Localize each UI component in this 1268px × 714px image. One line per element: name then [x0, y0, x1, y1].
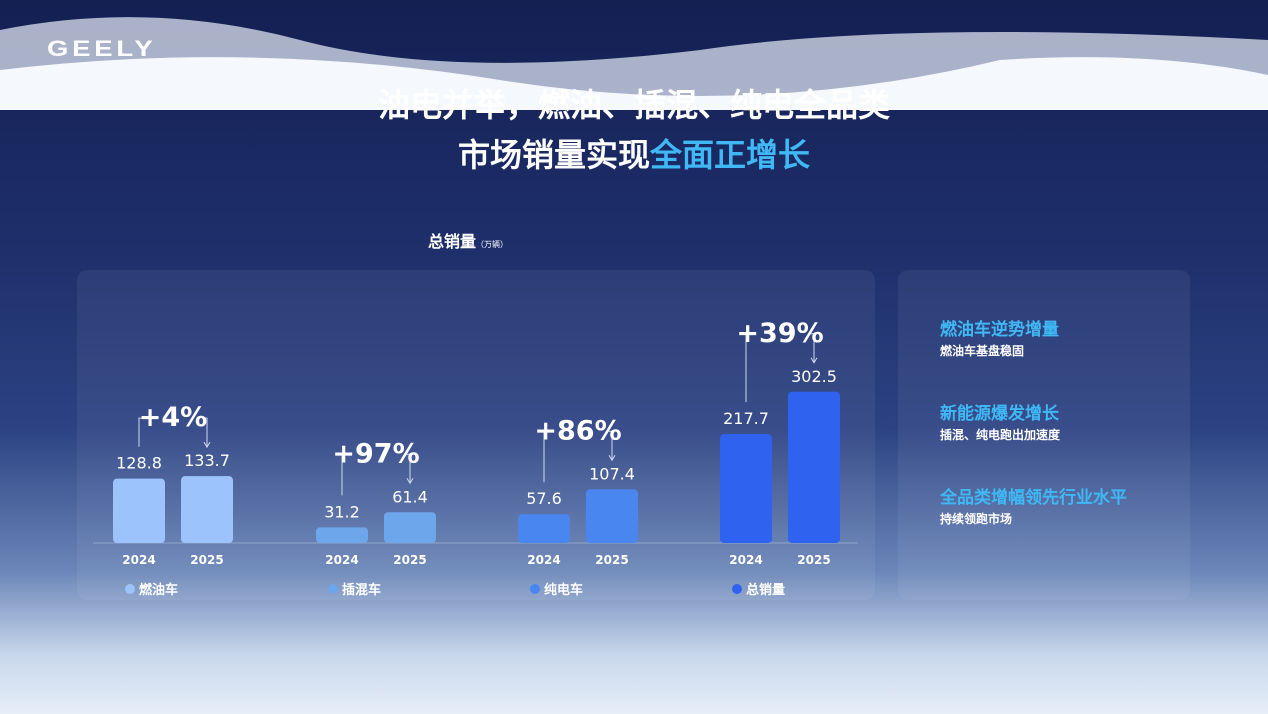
legend-label: 插混车 — [342, 582, 381, 598]
arrow-icon — [406, 478, 414, 485]
change-bracket — [341, 453, 411, 496]
legend-label: 燃油车 — [139, 582, 178, 598]
bar — [788, 391, 840, 543]
data-label: 133.7 — [184, 451, 230, 470]
arrow-icon — [608, 455, 616, 462]
legend-label: 总销量 — [746, 582, 785, 598]
chart-title: 总销量（万辆） — [428, 228, 508, 252]
legend-swatch — [125, 584, 135, 594]
bar — [720, 434, 772, 543]
legend-swatch — [530, 584, 540, 594]
legend-label: 纯电车 — [544, 582, 583, 598]
change-bracket — [138, 417, 208, 447]
chart-title-text: 总销量 — [428, 232, 477, 251]
data-label: 57.6 — [526, 489, 562, 508]
change-label: +86% — [534, 415, 621, 446]
title-line-2: 市场销量实现全面正增长 — [0, 130, 1268, 176]
change-bracket — [543, 430, 613, 483]
background-dunes — [0, 17, 1268, 110]
geely-logo: GEELY — [47, 36, 157, 61]
data-label: 31.2 — [324, 502, 360, 521]
x-tick-label: 2024 — [325, 553, 358, 567]
title-line-1: 油电并举，燃油、插混、纯电全品类 — [377, 86, 890, 124]
x-tick-label: 2024 — [729, 553, 762, 567]
bar — [113, 478, 165, 543]
highlights-panel — [898, 270, 1190, 600]
legend-swatch — [328, 584, 338, 594]
highlight-text: 燃油车基盘稳固 — [940, 344, 1025, 358]
highlight-text: 持续领跑市场 — [940, 512, 1013, 526]
bar — [586, 489, 638, 543]
data-label: 217.7 — [723, 409, 769, 428]
change-label: +39% — [736, 318, 823, 349]
change-label: +97% — [332, 438, 419, 469]
highlight-text: 插混、纯电跑出加速度 — [940, 428, 1061, 442]
x-tick-label: 2025 — [797, 553, 830, 567]
arrow-icon — [810, 357, 818, 364]
title-highlight: 全面正增长 — [650, 136, 811, 174]
highlight-title: 全品类增幅领先行业水平 — [940, 488, 1127, 508]
bar — [181, 476, 233, 543]
bar — [384, 512, 436, 543]
change-bracket — [745, 333, 815, 403]
data-label: 107.4 — [589, 464, 635, 483]
data-label: 61.4 — [392, 487, 428, 506]
highlight-title: 燃油车逆势增量 — [940, 320, 1059, 340]
arrow-icon — [203, 441, 211, 449]
bar — [518, 514, 570, 543]
x-tick-label: 2025 — [393, 553, 426, 567]
legend-swatch — [732, 584, 742, 594]
title-prefix: 市场销量实现 — [457, 136, 650, 174]
data-label: 302.5 — [791, 367, 837, 386]
change-label: +4% — [139, 402, 207, 433]
data-label: 128.8 — [116, 454, 162, 473]
chart-unit: （万辆） — [476, 240, 509, 249]
x-tick-label: 2025 — [190, 553, 223, 567]
x-tick-label: 2025 — [595, 553, 628, 567]
highlight-title: 新能源爆发增长 — [940, 404, 1059, 424]
x-tick-label: 2024 — [527, 553, 560, 567]
x-tick-label: 2024 — [122, 553, 155, 567]
bar — [316, 527, 368, 543]
